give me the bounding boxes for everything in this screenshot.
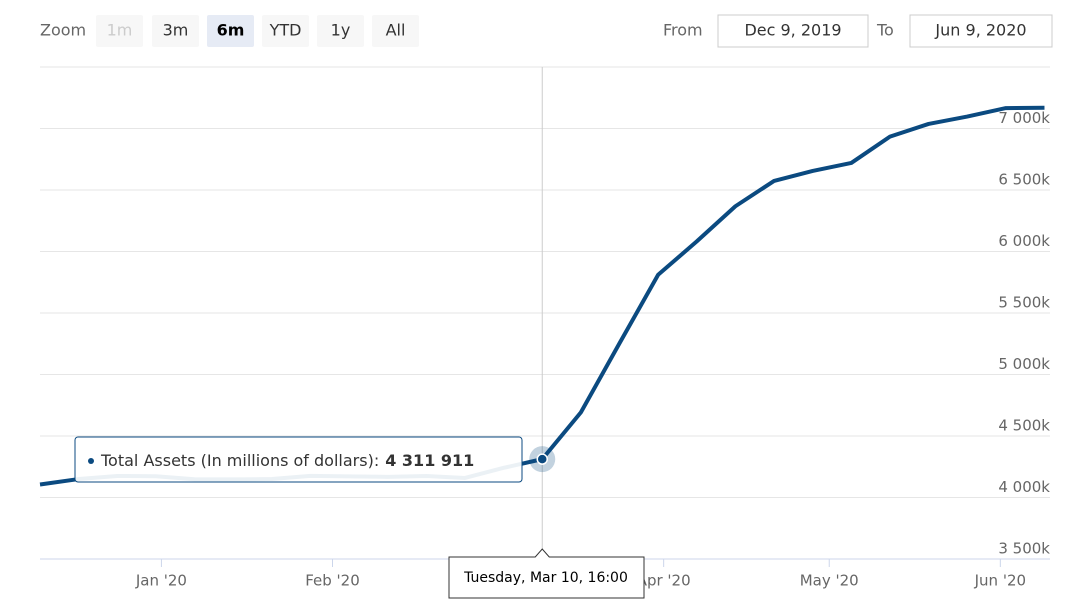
y-tick-label: 5 500k <box>998 294 1050 312</box>
x-tick-label: Apr '20 <box>637 572 691 590</box>
to-input[interactable] <box>909 14 1053 48</box>
zoom-button[interactable] <box>262 15 309 47</box>
y-tick-label: 6 000k <box>998 232 1050 250</box>
zoom-label: Zoom <box>40 21 86 40</box>
from-input[interactable] <box>717 14 869 48</box>
from-label: From <box>663 21 703 40</box>
x-tick-label: Jan '20 <box>135 572 187 590</box>
zoom-button-label[interactable]: 1y <box>331 21 351 40</box>
y-tick-label: 3 500k <box>998 540 1050 558</box>
from-value[interactable]: Dec 9, 2019 <box>744 21 841 40</box>
zoom-button[interactable] <box>317 15 364 47</box>
x-tick-label: Feb '20 <box>305 572 360 590</box>
zoom-button-label[interactable]: YTD <box>269 21 302 40</box>
y-tick-label: 4 500k <box>998 417 1050 435</box>
y-tick-label: 5 000k <box>998 355 1050 373</box>
date-tooltip-box <box>448 548 645 599</box>
x-tick-label: May '20 <box>800 572 859 590</box>
to-label: To <box>876 21 894 40</box>
zoom-button-label[interactable]: 6m <box>217 21 245 40</box>
tooltip-dot <box>88 458 94 464</box>
tooltip-series: Total Assets (In millions of dollars) <box>100 451 374 470</box>
tooltip-text: Total Assets (In millions of dollars): 4 … <box>100 451 474 470</box>
zoom-button-label[interactable]: 3m <box>163 21 189 40</box>
date-tooltip-text: Tuesday, Mar 10, 16:00 <box>463 570 628 586</box>
tooltip-sep: : <box>374 451 379 470</box>
y-tick-label: 7 000k <box>998 109 1050 127</box>
x-tick-label: Jun '20 <box>974 572 1026 590</box>
hover-point <box>536 453 548 465</box>
tooltip-value: 4 311 911 <box>385 451 474 470</box>
tooltip-box <box>74 436 523 483</box>
zoom-button[interactable] <box>372 15 419 47</box>
zoom-button <box>96 15 143 47</box>
zoom-button-label[interactable]: All <box>386 21 406 40</box>
zoom-button[interactable] <box>152 15 199 47</box>
to-value[interactable]: Jun 9, 2020 <box>934 21 1026 40</box>
zoom-button-label: 1m <box>107 21 133 40</box>
zoom-button[interactable] <box>207 15 254 47</box>
y-tick-label: 6 500k <box>998 171 1050 189</box>
y-tick-label: 4 000k <box>998 478 1050 496</box>
